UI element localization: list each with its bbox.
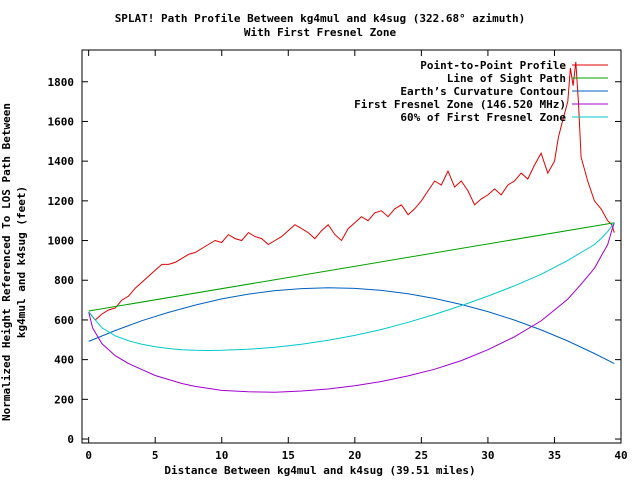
x-axis-title: Distance Between kg4mul and k4sug (39.51…: [164, 464, 476, 477]
series-layer: [88, 61, 615, 393]
y-tick-label: 600: [54, 314, 74, 327]
y-tick-label: 1200: [48, 195, 75, 208]
chart-subtitle: With First Fresnel Zone: [243, 26, 397, 39]
legend-label: First Fresnel Zone (146.520 MHz): [354, 98, 566, 111]
y-tick-label: 800: [54, 274, 74, 287]
axis-ticks: 0 5 10 15 20 25 30 35 40020040060080010001200140…: [48, 50, 628, 462]
y-tick-label: 1000: [48, 235, 75, 248]
legend-label: Line of Sight Path: [447, 72, 566, 85]
x-tick-label: 10: [215, 449, 228, 462]
x-tick-label: 20: [348, 449, 361, 462]
y-tick-label: 1800: [48, 76, 75, 89]
legend-label: 60% of First Fresnel Zone: [400, 111, 566, 124]
legend-label: Earth’s Curvature Contour: [400, 85, 566, 98]
chart-title: SPLAT! Path Profile Between kg4mul and k…: [114, 12, 526, 25]
plot-frame: [81, 49, 622, 444]
y-axis-title-line2: kg4mul and k4sug (feet): [15, 185, 28, 339]
series-line-earth-s-curvature-contour: [88, 287, 615, 365]
series-line-first-fresnel-zone-146-520-mhz: [88, 222, 615, 393]
x-tick-label: 40: [614, 449, 627, 462]
y-tick-label: 0: [67, 433, 74, 446]
x-tick-label: 0: [85, 449, 92, 462]
series-line-60-of-first-fresnel-zone: [88, 222, 615, 352]
y-tick-label: 1600: [48, 115, 75, 128]
y-axis-title-line1: Normalized Height Referenced To LOS Path…: [0, 103, 13, 421]
y-tick-label: 400: [54, 354, 74, 367]
series-line-point-to-point-profile: [88, 61, 615, 321]
x-tick-label: 35: [548, 449, 561, 462]
x-tick-label: 30: [481, 449, 494, 462]
y-tick-label: 200: [54, 393, 74, 406]
y-tick-label: 1400: [48, 155, 75, 168]
x-tick-label: 25: [415, 449, 428, 462]
x-tick-label: 15: [282, 449, 295, 462]
series-line-line-of-sight-path: [88, 222, 615, 312]
legend-label: Point-to-Point Profile: [420, 59, 566, 72]
x-tick-label: 5: [152, 449, 159, 462]
